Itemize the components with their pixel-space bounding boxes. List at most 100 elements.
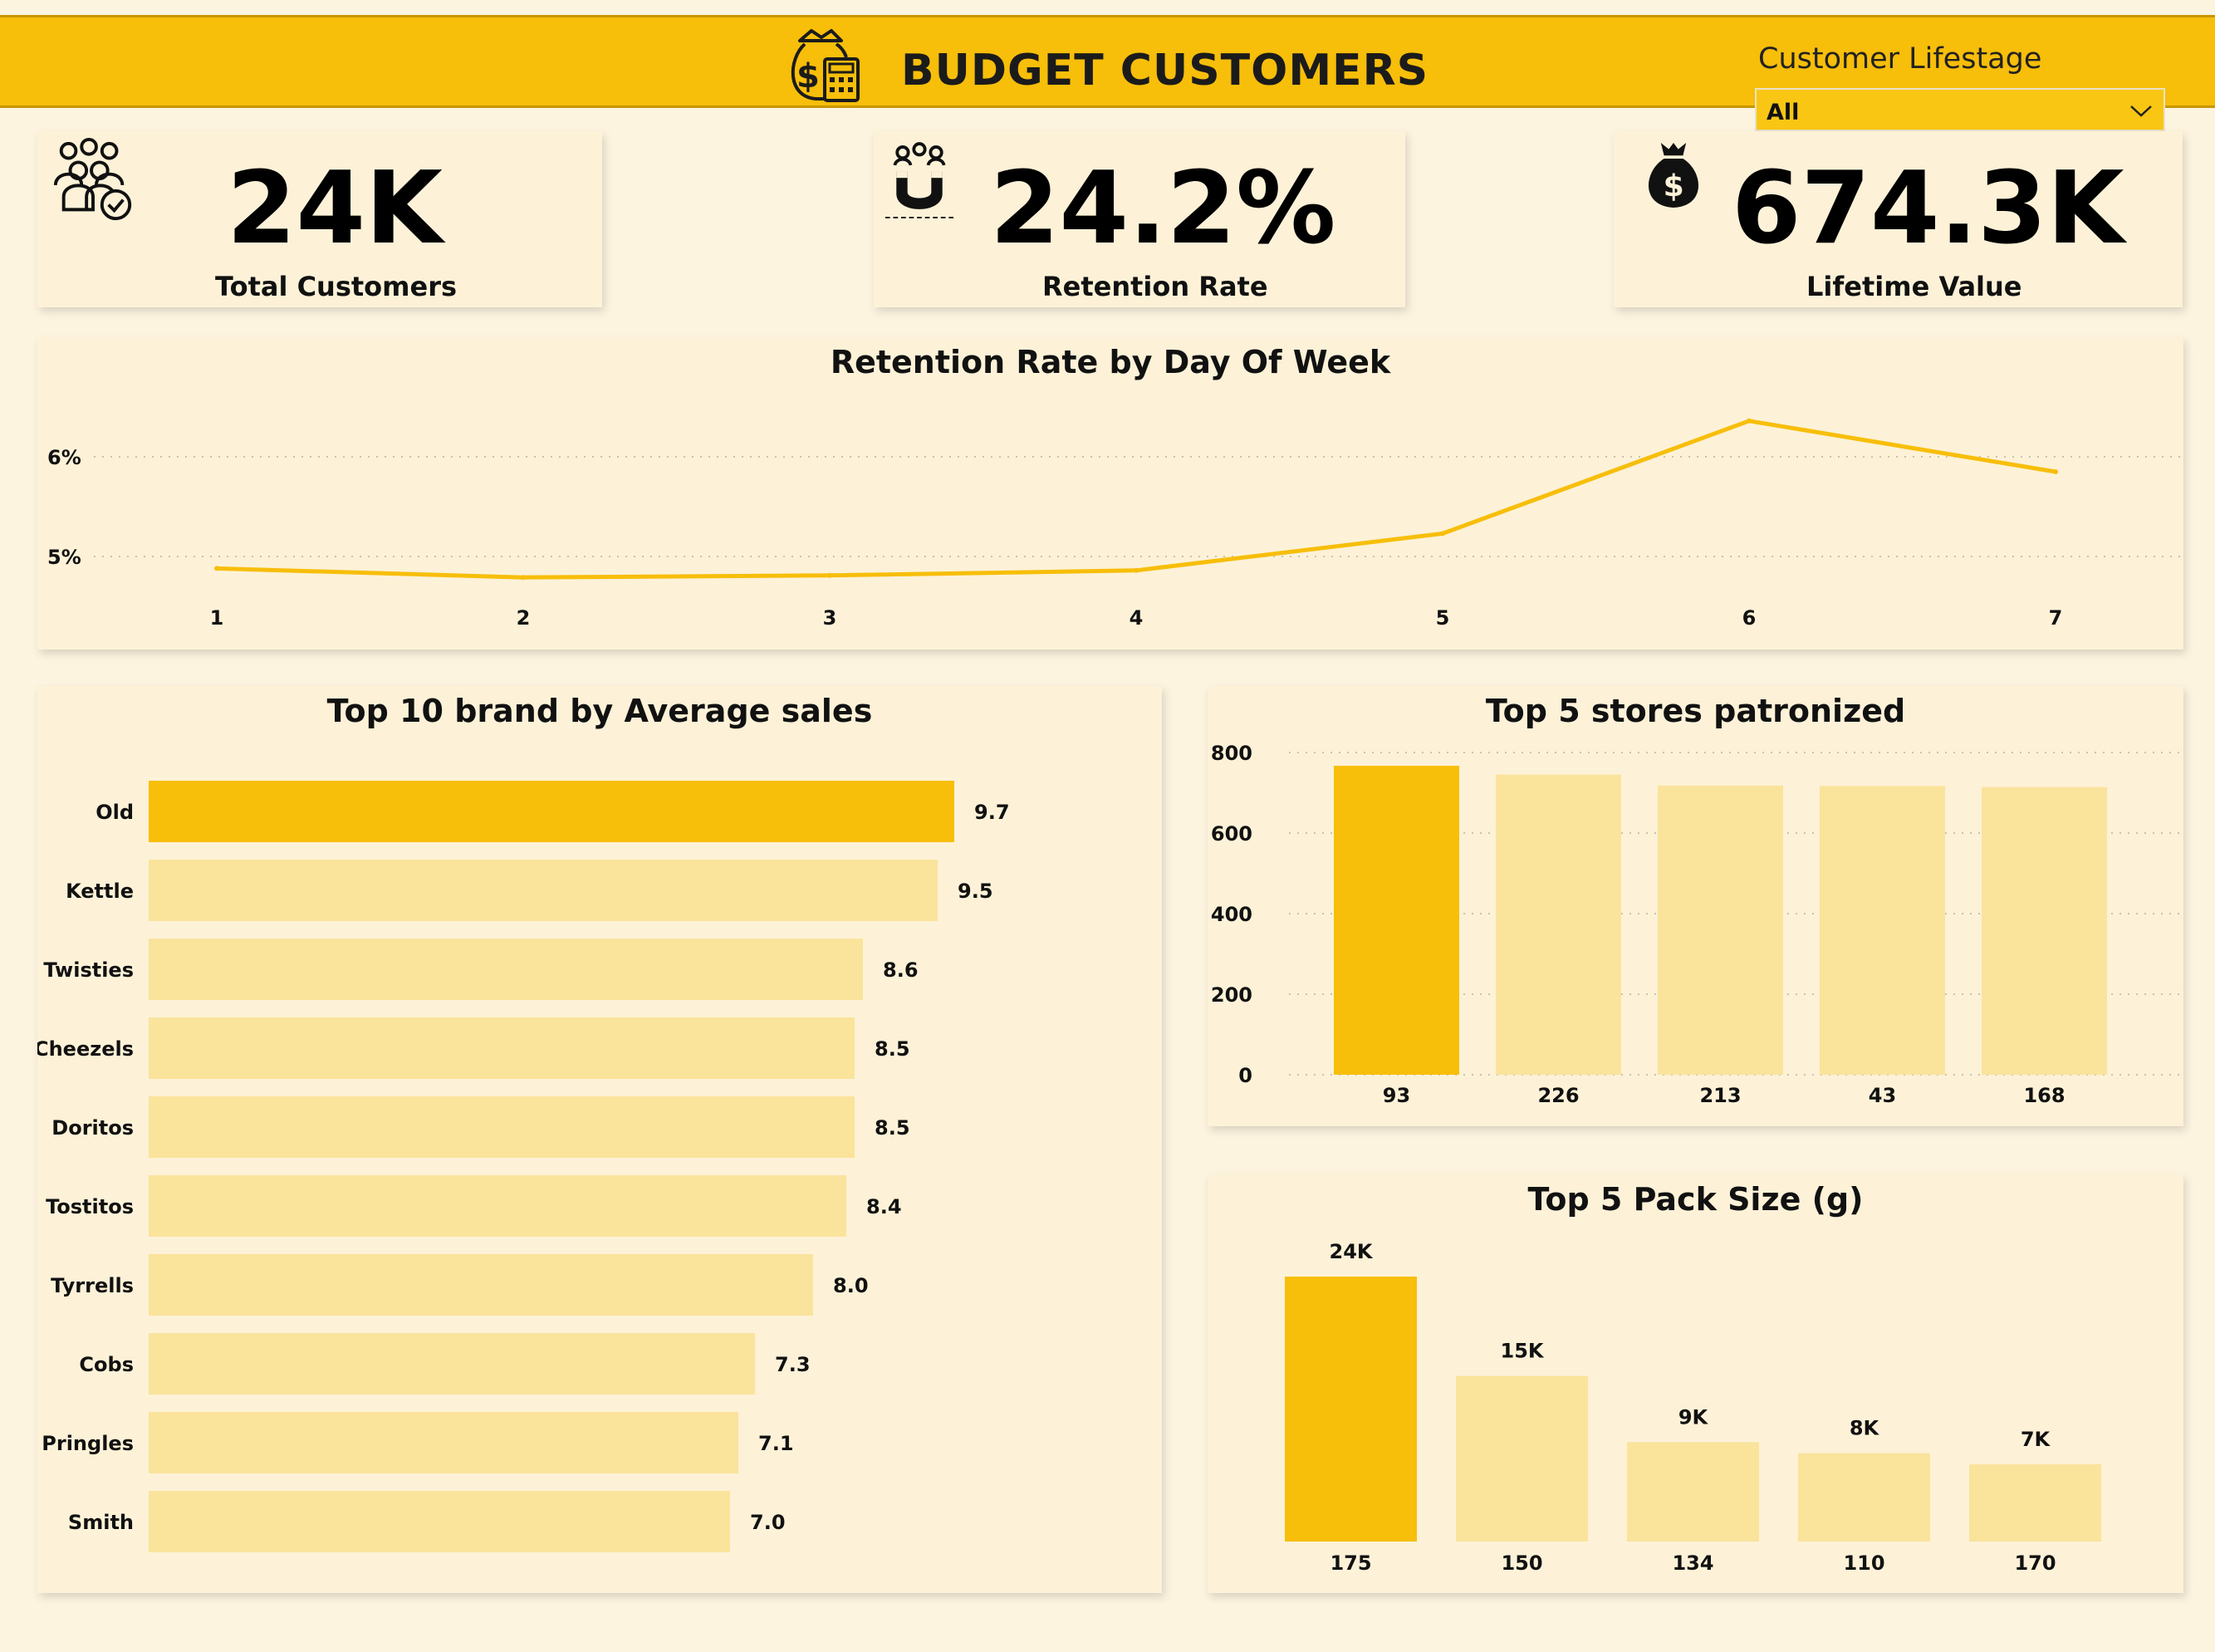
y-tick-label: 0	[1238, 1064, 1252, 1087]
bar-value-label: 8K	[1850, 1417, 1880, 1440]
bar-value-label: 9K	[1678, 1405, 1709, 1429]
bar	[149, 1412, 738, 1473]
pack-size-bar-chart-card: Top 5 Pack Size (g) 24K 175 15K 150 9K 134 8K 1…	[1208, 1174, 2183, 1593]
bar-value-label: 9.5	[958, 880, 993, 903]
line-chart-card: Retention Rate by Day Of Week 5% 6% 1 2 3 4 5 6…	[37, 337, 2183, 650]
bar-category-label: Cobs	[79, 1353, 134, 1376]
bar	[149, 1096, 855, 1158]
kpi-label: Retention Rate	[1042, 271, 1268, 302]
x-tick-label: 3	[823, 606, 837, 630]
x-tick-label: 1	[210, 606, 224, 630]
x-tick-label: 2	[517, 606, 531, 630]
x-tick-label: 134	[1672, 1552, 1713, 1575]
kpi-value: 24.2%	[990, 151, 1336, 267]
bar	[1658, 785, 1783, 1075]
bar-value-label: 8.0	[833, 1274, 869, 1297]
page-title: BUDGET CUSTOMERS	[901, 46, 1429, 96]
line-point	[2053, 469, 2058, 474]
brand-bar-chart-card: Top 10 brand by Average sales Old 9.7 Kett…	[37, 686, 1162, 1593]
line-point	[1134, 567, 1139, 573]
bar-category-label: Smith	[68, 1511, 134, 1534]
x-tick-label: 226	[1537, 1084, 1579, 1107]
line-chart: 5% 6% 1 2 3 4 5 6 7	[47, 418, 2183, 630]
bar-value-label: 24K	[1330, 1240, 1374, 1263]
kpi-label: Total Customers	[215, 271, 458, 302]
x-tick-label: 168	[2023, 1084, 2065, 1107]
x-tick-label: 5	[1436, 606, 1450, 630]
x-tick-label: 93	[1383, 1084, 1410, 1107]
chart-title: Top 5 stores patronized	[1485, 693, 1906, 729]
header-bar: $ BUDGET CUSTOMERS Customer Lifestage Al…	[0, 15, 2215, 131]
x-tick-label: 150	[1501, 1552, 1542, 1575]
bar-value-label: 8.6	[883, 958, 919, 982]
svg-text:$: $	[796, 57, 820, 96]
kpi-card-total-customers: 24K Total Customers	[37, 131, 602, 307]
bar	[149, 1491, 730, 1552]
chevron-down-icon	[2130, 105, 2152, 117]
pack-size-bar-chart: 24K 175 15K 150 9K 134 8K 110 7K 170	[1285, 1240, 2101, 1575]
bar	[149, 1333, 755, 1395]
bar	[149, 1017, 855, 1079]
dropdown-selected-value: All	[1767, 100, 1800, 125]
line-point	[827, 572, 832, 578]
bar-category-label: Doritos	[51, 1116, 134, 1140]
line-point	[521, 575, 526, 581]
y-tick-label: 800	[1211, 742, 1252, 765]
chart-title: Top 10 brand by Average sales	[326, 693, 873, 729]
bar	[1820, 786, 1945, 1075]
line-point	[214, 566, 219, 571]
bar	[149, 1175, 846, 1237]
bar-value-label: 7.3	[775, 1353, 811, 1376]
y-tick-label: 400	[1211, 903, 1252, 926]
money-bag-icon: $	[1648, 143, 1699, 208]
money-bag-calculator-icon: $	[791, 29, 860, 102]
bar-category-label: Tyrrells	[51, 1274, 134, 1297]
bar-category-label: Tostitos	[46, 1195, 134, 1218]
y-tick-label: 600	[1211, 822, 1252, 846]
bar	[1798, 1453, 1930, 1542]
bar-value-label: 7.0	[750, 1511, 786, 1534]
line-series	[216, 419, 2056, 580]
x-tick-label: 175	[1330, 1552, 1371, 1575]
customer-lifestage-dropdown[interactable]: All	[1755, 88, 2165, 131]
bar	[1334, 766, 1459, 1075]
bar-value-label: 7K	[2021, 1428, 2051, 1451]
kpi-card-lifetime-value: $ 674.3K Lifetime Value	[1614, 131, 2183, 307]
y-tick-label: 5%	[47, 546, 81, 569]
x-tick-label: 6	[1742, 606, 1757, 630]
kpi-card-retention-rate: 24.2% Retention Rate	[874, 131, 1405, 307]
bar	[1982, 787, 2107, 1075]
bar-category-label: Twisties	[43, 958, 134, 982]
stores-bar-chart: 0 200 400 600 800 93 226 213 43 168	[1211, 742, 2183, 1107]
bar	[1627, 1442, 1759, 1542]
kpi-value: 674.3K	[1732, 151, 2124, 267]
x-tick-label: 7	[2049, 606, 2063, 630]
bar	[1285, 1277, 1417, 1542]
y-tick-label: 6%	[47, 446, 81, 469]
bar	[149, 781, 954, 842]
bar-category-label: Cheezels	[37, 1037, 134, 1061]
line-point	[1440, 531, 1445, 537]
bar-value-label: 15K	[1501, 1340, 1545, 1363]
line-point	[1747, 418, 1752, 424]
chart-title: Top 5 Pack Size (g)	[1527, 1181, 1864, 1218]
x-tick-label: 170	[2014, 1552, 2056, 1575]
slicer-label: Customer Lifestage	[1758, 42, 2042, 76]
bar-category-label: Kettle	[66, 880, 134, 903]
bar-value-label: 7.1	[758, 1432, 794, 1455]
bar	[149, 939, 863, 1000]
y-tick-label: 200	[1211, 983, 1252, 1007]
customers-group-icon	[53, 137, 132, 221]
x-tick-label: 43	[1869, 1084, 1896, 1107]
bar	[149, 1254, 813, 1316]
x-tick-label: 213	[1699, 1084, 1741, 1107]
kpi-value: 24K	[227, 151, 443, 267]
bar-value-label: 8.5	[875, 1116, 910, 1140]
bar	[1496, 774, 1621, 1075]
svg-text:$: $	[1664, 169, 1684, 204]
bar-value-label: 8.5	[875, 1037, 910, 1061]
bar-value-label: 8.4	[866, 1195, 902, 1218]
bar-value-label: 9.7	[974, 801, 1010, 824]
chart-title: Retention Rate by Day Of Week	[830, 344, 1391, 380]
bar-category-label: Pringles	[42, 1432, 134, 1455]
